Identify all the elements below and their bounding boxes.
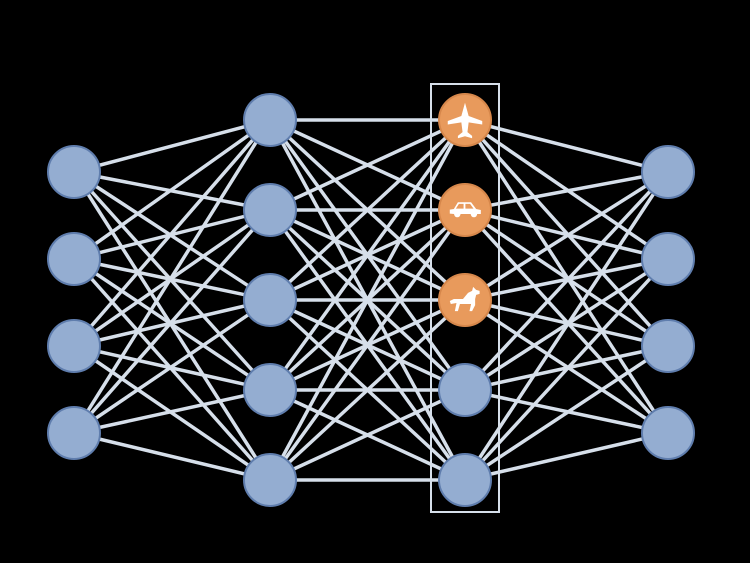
node-layer3-3: [642, 407, 694, 459]
node-layer0-1: [48, 233, 100, 285]
node-layer3-0: [642, 146, 694, 198]
node-layer3-2: [642, 320, 694, 372]
node-layer3-1: [642, 233, 694, 285]
node-layer1-2: [244, 274, 296, 326]
node-layer2-0: [439, 94, 491, 146]
node-layer1-4: [244, 454, 296, 506]
node-layer1-0: [244, 94, 296, 146]
node-layer1-1: [244, 184, 296, 236]
node-layer2-3: [439, 364, 491, 416]
node-layer2-2: [439, 274, 491, 326]
node-layer0-2: [48, 320, 100, 372]
node-layer0-0: [48, 146, 100, 198]
node-layer2-1: [439, 184, 491, 236]
node-layer1-3: [244, 364, 296, 416]
node-layer0-3: [48, 407, 100, 459]
neural-network-diagram: [0, 0, 750, 563]
node-layer2-4: [439, 454, 491, 506]
